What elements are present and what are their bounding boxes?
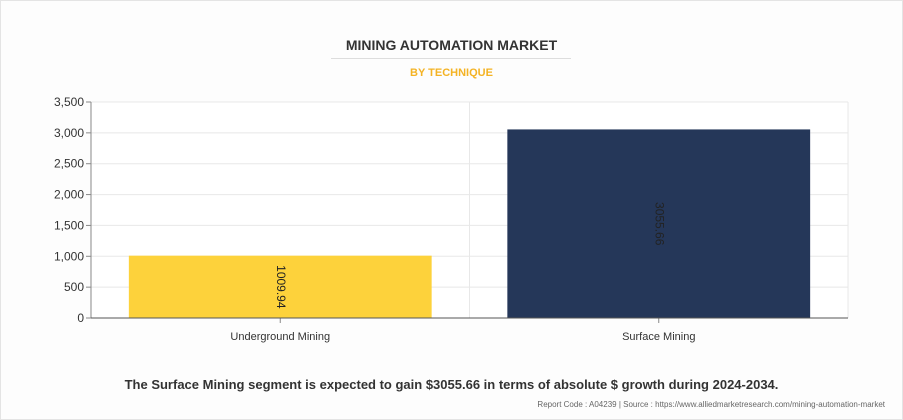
y-tick-label: 0: [77, 311, 84, 325]
y-axis: 0 500 1,000 1,500 2,000 2,500 3,000 3,500: [54, 95, 92, 325]
y-tick-label: 2,000: [54, 188, 84, 202]
x-category-label: Surface Mining: [622, 331, 695, 343]
bar-value-label: 3055.66: [653, 202, 667, 246]
y-tick-label: 1,000: [54, 249, 84, 263]
title-divider: [331, 58, 571, 59]
x-category-label: Underground Mining: [230, 331, 330, 343]
bar-value-label: 1009.94: [274, 265, 288, 309]
chart-title: MINING AUTOMATION MARKET: [345, 37, 558, 53]
bars: 1009.94 3055.66: [128, 129, 811, 318]
y-tick-label: 3,500: [54, 95, 84, 109]
y-tick-label: 1,500: [54, 218, 84, 232]
y-tick-label: 2,500: [54, 157, 84, 171]
bar-surface-mining[interactable]: [507, 129, 811, 318]
y-tick-label: 3,000: [54, 126, 84, 140]
x-axis: Underground Mining Surface Mining: [91, 317, 848, 343]
source-note[interactable]: Report Code : A04239 | Source : https://…: [537, 400, 885, 409]
bar-underground-mining[interactable]: [128, 255, 432, 318]
footnote: The Surface Mining segment is expected t…: [124, 377, 779, 392]
y-tick-label: 500: [64, 280, 84, 294]
chart-subtitle: BY TECHNIQUE: [410, 67, 493, 79]
